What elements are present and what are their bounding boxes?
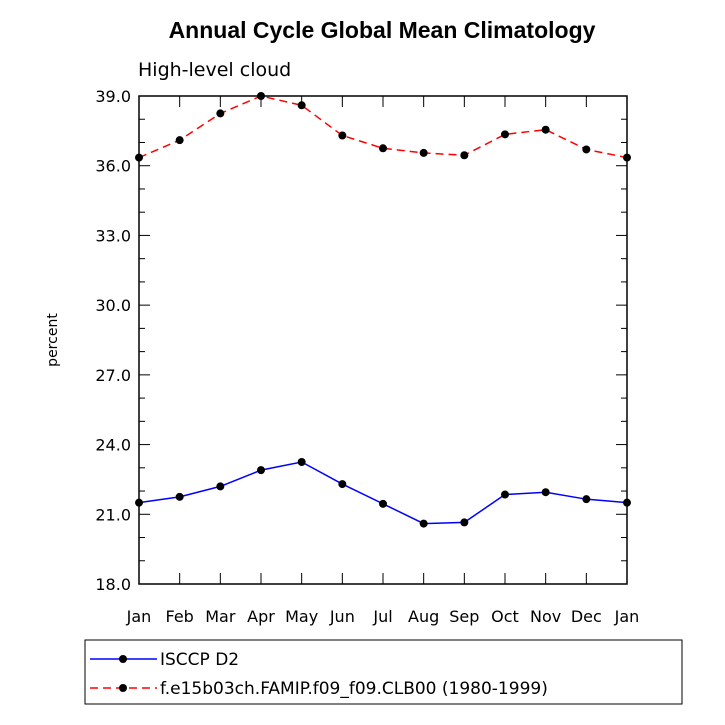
y-axis-label: percent — [45, 313, 61, 367]
y-tick-label: 21.0 — [95, 505, 131, 524]
y-tick-label: 39.0 — [95, 87, 131, 106]
legend-marker-0 — [119, 655, 127, 663]
x-tick-label: Nov — [530, 607, 561, 626]
x-tick-label: Jun — [329, 607, 355, 626]
series-0-point — [338, 480, 347, 489]
series-1-point — [501, 130, 509, 139]
series-1-point — [460, 151, 469, 160]
x-tick-label: Feb — [166, 607, 194, 626]
x-tick-label: Jul — [372, 607, 392, 626]
series-0-point — [541, 488, 550, 497]
y-tick-label: 36.0 — [95, 157, 131, 176]
series-1-point — [338, 131, 347, 140]
series-1-point — [175, 136, 184, 145]
series-1-point — [582, 145, 591, 154]
x-tick-label: Jan — [126, 607, 152, 626]
legend-label-0: ISCCP D2 — [160, 650, 239, 670]
x-tick-label: May — [285, 607, 318, 626]
plot-frame — [138, 95, 628, 585]
series-1-point — [216, 109, 225, 118]
y-tick-label: 24.0 — [95, 436, 131, 455]
series-0-point — [379, 499, 387, 508]
legend-items: ISCCP D2 f.e15b03ch.FAMIP.f09_f09.CLB00 (… — [90, 650, 548, 699]
legend-marker-1 — [119, 684, 127, 692]
x-tick-label: Jan — [614, 607, 640, 626]
series-layer — [135, 92, 631, 528]
series-0-point — [216, 482, 225, 491]
chart-subtitle: High-level cloud — [138, 59, 291, 81]
y-tick-label: 18.0 — [95, 575, 131, 594]
x-tick-label: Mar — [205, 607, 236, 626]
series-0-point — [460, 518, 469, 527]
y-tick-label: 27.0 — [95, 366, 131, 385]
legend: ISCCP D2 f.e15b03ch.FAMIP.f09_f09.CLB00 (… — [84, 639, 683, 705]
y-tick-label: 33.0 — [95, 226, 131, 245]
x-tick-label: Dec — [571, 607, 602, 626]
series-0-point — [501, 490, 509, 499]
series-0-point — [175, 492, 184, 501]
x-tick-label: Sep — [449, 607, 479, 626]
x-tick-label: Aug — [408, 607, 439, 626]
y-tick-labels: 18.0 21.0 24.0 27.0 30.0 33.0 36.0 39.0 — [95, 87, 131, 594]
series-0-point — [257, 466, 265, 475]
x-tick-labels: Jan Feb Mar Apr May Jun Jul Aug Sep Oct Nov Dec Jan — [126, 607, 640, 626]
series-1-point — [297, 101, 306, 110]
x-tick-label: Apr — [247, 607, 275, 626]
series-1-point — [379, 144, 387, 153]
series-1-point — [419, 148, 428, 157]
y-tick-label: 30.0 — [95, 296, 131, 315]
legend-label-1: f.e15b03ch.FAMIP.f09_f09.CLB00 (1980-199… — [160, 679, 548, 699]
x-tick-label: Oct — [491, 607, 519, 626]
series-0-point — [582, 495, 591, 504]
series-0-point — [297, 458, 306, 466]
legend-box — [84, 639, 683, 705]
series-0-point — [419, 519, 428, 528]
series-1-point — [541, 125, 550, 134]
chart-title: Annual Cycle Global Mean Climatology — [169, 17, 596, 43]
